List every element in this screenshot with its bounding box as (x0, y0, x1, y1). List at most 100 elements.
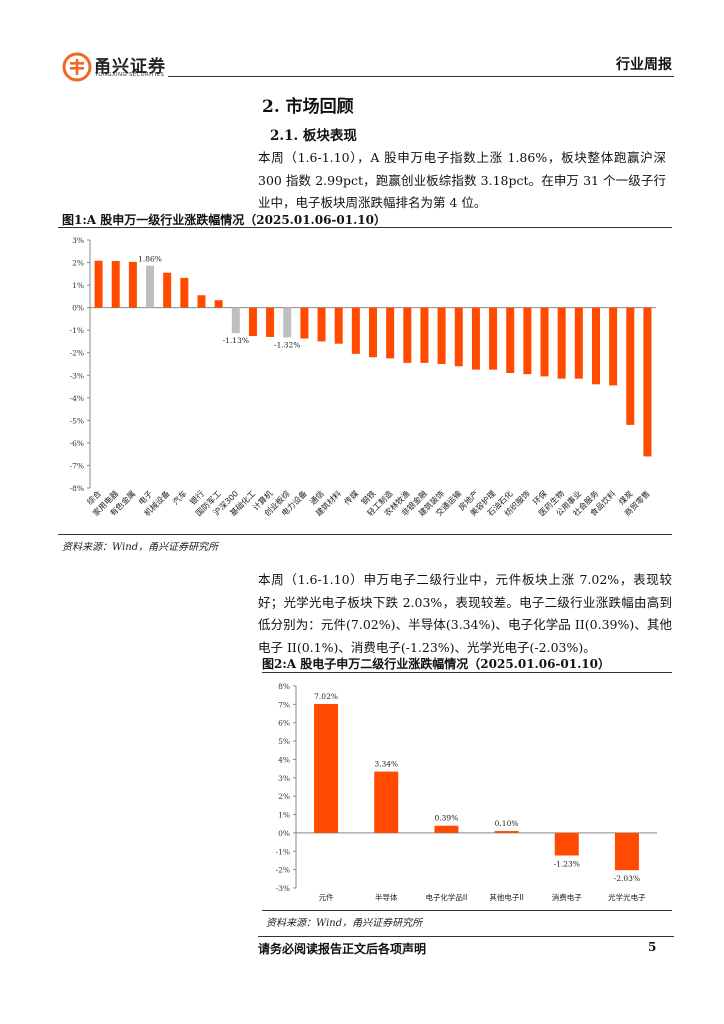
y-tick-label: 8% (278, 682, 290, 691)
bar-基础化工 (248, 307, 257, 337)
figure2-bar-chart: 8% 7% 6% 5% 4% 3% 2% 1% 0% -1% -2% -3% 7.02% 元件 3.34% 半… (276, 682, 657, 902)
y-tick-label: -1% (70, 326, 84, 335)
x-tick-label: 元件 (319, 892, 334, 902)
y-tick-label: 6% (278, 719, 290, 728)
x-tick-label: 汽车 (170, 488, 188, 506)
page-number: 5 (648, 940, 657, 954)
company-logo-icon (62, 52, 92, 82)
y-tick-label: 2% (278, 792, 290, 801)
bar-元件 (314, 703, 339, 833)
bar-医药生物 (557, 307, 566, 379)
bar-食品饮料 (609, 307, 618, 386)
bar-国防军工 (214, 300, 223, 308)
y-tick-label: 4% (278, 755, 290, 764)
bar-公用事业 (574, 307, 583, 379)
bar-计算机 (266, 307, 275, 337)
figure1-source: 资料来源：Wind，甬兴证券研究所 (62, 542, 219, 553)
bar-房地产 (471, 307, 480, 370)
figure1-title: 图1:A 股申万一级行业涨跌幅情况（2025.01.06-01.10） (62, 213, 386, 227)
y-tick-label: -6% (70, 439, 84, 448)
data-label: 3.34% (374, 760, 398, 769)
y-tick-label: 3% (278, 774, 290, 783)
figure1-bottom-rule (58, 534, 672, 535)
x-tick-label: 其他电子II (489, 892, 523, 902)
data-label: -1.32% (274, 340, 300, 349)
section-heading: 2. 市场回顾 (262, 97, 354, 117)
bar-交通运输 (454, 307, 463, 367)
y-tick-label: -2% (276, 866, 290, 875)
bar-钢铁 (369, 307, 377, 358)
bar-银行 (197, 295, 206, 308)
x-tick-label: 半导体 (375, 892, 398, 902)
bar-汽车 (180, 277, 189, 308)
bar-消费电子 (554, 832, 579, 856)
data-label: 7.02% (314, 692, 338, 701)
y-tick-label: -4% (70, 394, 84, 403)
y-tick-label: -3% (276, 884, 290, 893)
y-tick-label: 3% (72, 236, 84, 245)
y-tick-label: 5% (278, 737, 290, 746)
figure2-top-rule (262, 672, 672, 673)
bar-商贸零售 (643, 307, 652, 457)
y-tick-label: -8% (70, 484, 84, 493)
disclaimer-note: 请务必阅读报告正文后各项声明 (258, 942, 427, 956)
data-label: 0.39% (435, 814, 459, 823)
bar-半导体 (374, 771, 399, 833)
data-label: -1.13% (223, 336, 249, 345)
subsection-heading: 2.1. 板块表现 (270, 128, 357, 144)
y-tick-label: -2% (70, 349, 84, 358)
paragraph-sector-performance: 本周（1.6-1.10），A 股申万电子指数上涨 1.86%，板块整体跑赢沪深3… (258, 150, 666, 210)
data-label: -2.03% (614, 874, 640, 883)
bar-环保 (540, 307, 549, 377)
y-tick-label: -3% (70, 371, 84, 380)
figure1-top-rule (58, 227, 672, 228)
y-tick-label: 0% (72, 304, 84, 313)
bar-社会服务 (591, 307, 600, 385)
data-label: 0.10% (495, 819, 519, 828)
bar-轻工制造 (386, 307, 395, 359)
x-tick-label: 电子化学品II (425, 892, 467, 902)
bar-美容护理 (489, 307, 498, 370)
bar-机械设备 (163, 272, 172, 308)
data-label: 1.86% (138, 255, 162, 264)
bar-纺织服饰 (523, 307, 532, 375)
header-rule (168, 76, 674, 77)
bar-综合 (94, 260, 103, 308)
y-tick-label: -5% (70, 416, 84, 425)
figure1-bar-chart: 3%2%1%0%-1%-2%-3%-4%-5%-6%-7%-8%综合家用电器有色… (70, 236, 656, 518)
bar-创业板综 (283, 307, 292, 338)
y-tick-label: 1% (72, 281, 84, 290)
bar-沪深300 (231, 307, 240, 334)
bar-通信 (317, 307, 326, 342)
company-name-en: YONGXING SECURITIES (95, 72, 165, 78)
y-tick-label: 2% (72, 259, 84, 268)
bar-非银金融 (420, 307, 429, 363)
bar-建筑材料 (334, 307, 343, 344)
bar-光学光电子 (614, 832, 639, 871)
figure2-source: 资料来源：Wind，甬兴证券研究所 (266, 918, 423, 929)
document-type: 行业周报 (616, 57, 672, 73)
bar-有色金属 (128, 261, 137, 308)
x-tick-label: 传媒 (342, 488, 360, 506)
company-name: 甬兴证券 (94, 57, 166, 77)
bar-煤炭 (626, 307, 635, 425)
data-label: -1.23% (554, 859, 580, 868)
bar-家用电器 (111, 260, 120, 308)
y-tick-label: 1% (278, 811, 290, 820)
y-tick-label: -1% (276, 847, 290, 856)
bar-石油石化 (506, 307, 515, 374)
bar-农林牧渔 (403, 307, 412, 363)
x-tick-label: 光学光电子 (608, 892, 646, 902)
y-tick-label: -7% (70, 461, 84, 470)
x-tick-label: 消费电子 (552, 892, 582, 902)
figure2-title: 图2:A 股电子申万二级行业涨跌幅情况（2025.01.06-01.10） (262, 657, 610, 671)
y-tick-label: 7% (278, 700, 290, 709)
y-tick-label: 0% (278, 829, 290, 838)
bar-电力设备 (300, 307, 309, 339)
paragraph-subsector-performance: 本周（1.6-1.10）申万电子二级行业中，元件板块上涨 7.02%，表现较好；… (258, 572, 672, 655)
bar-电子化学品II (434, 825, 459, 833)
figure2-bottom-rule (262, 910, 672, 911)
bar-传媒 (351, 307, 360, 354)
footer-rule (258, 936, 674, 937)
bar-建筑装饰 (437, 307, 446, 364)
